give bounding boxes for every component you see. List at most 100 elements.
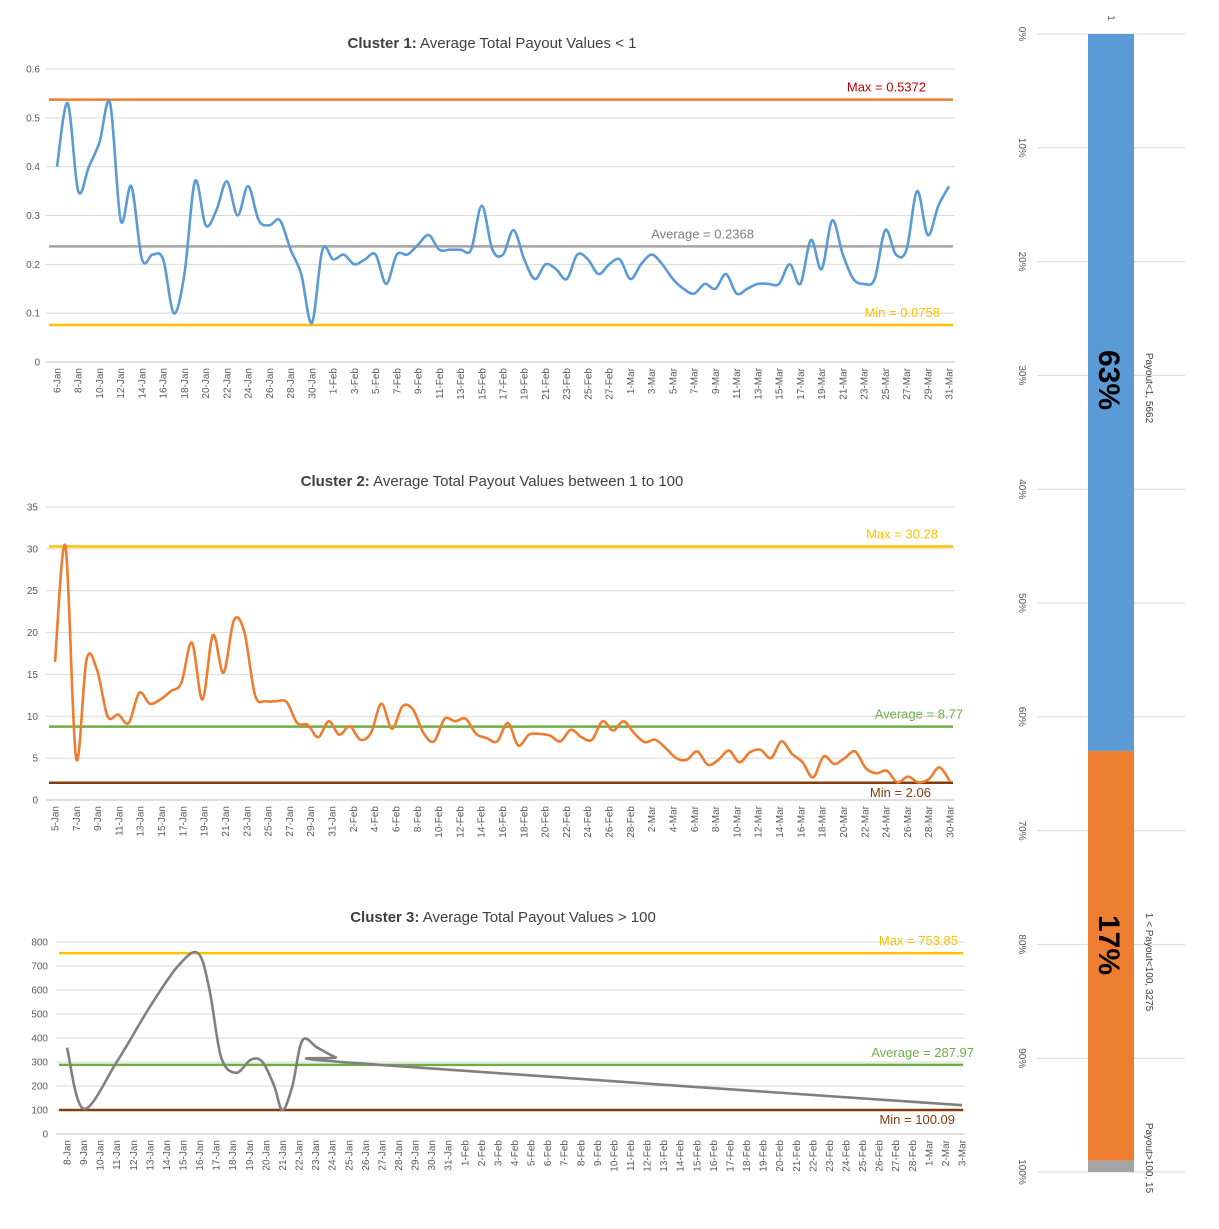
cluster-1-x-tick-label: 25-Mar	[881, 367, 892, 399]
bar-axis-tick-label: 80%	[1016, 934, 1027, 954]
cluster-1-x-tick-label: 17-Feb	[499, 368, 510, 400]
cluster-1-x-tick-label: 3-Mar	[647, 367, 658, 394]
cluster-2-x-tick-label: 14-Mar	[775, 805, 786, 837]
cluster-1-chart: Cluster 1: Average Total Payout Values <…	[26, 35, 955, 400]
cluster-1-x-tick-label: 19-Mar	[817, 367, 828, 399]
cluster-3-x-tick-label: 15-Feb	[692, 1140, 703, 1172]
cluster-2-y-tick-label: 30	[27, 544, 39, 555]
cluster-2-x-tick-label: 30-Mar	[946, 805, 957, 837]
cluster-3-x-tick-label: 19-Jan	[245, 1140, 256, 1171]
cluster-3-x-tick-label: 10-Feb	[609, 1140, 620, 1172]
cluster-3-x-tick-label: 4-Feb	[510, 1140, 521, 1167]
cluster-1-y-tick-label: 0.3	[26, 211, 40, 222]
cluster-2-x-tick-label: 6-Feb	[392, 806, 403, 833]
cluster-1-x-tick-label: 11-Feb	[435, 368, 446, 399]
cluster-3-x-tick-label: 6-Feb	[543, 1140, 554, 1167]
cluster-3-ref-label-1: Average = 287.97	[871, 1045, 974, 1060]
cluster-2-x-tick-label: 11-Jan	[114, 806, 125, 836]
cluster-2-ref-label-2: Min = 2.06	[870, 785, 931, 800]
cluster-2-chart: Cluster 2: Average Total Payout Values b…	[27, 473, 963, 838]
cluster-1-x-tick-label: 26-Jan	[265, 368, 276, 399]
cluster-1-x-tick-label: 9-Feb	[414, 368, 425, 395]
cluster-3-x-tick-label: 24-Jan	[328, 1140, 339, 1171]
cluster-3-y-tick-label: 800	[31, 938, 48, 949]
cluster-3-x-tick-label: 19-Feb	[759, 1140, 770, 1172]
cluster-1-x-tick-label: 1-Feb	[329, 368, 340, 395]
cluster-3-x-tick-label: 17-Jan	[212, 1140, 223, 1171]
cluster-3-x-tick-label: 14-Feb	[676, 1140, 687, 1172]
cluster-1-ref-label-2: Min = 0.0758	[864, 305, 940, 320]
cluster-3-x-tick-label: 1-Feb	[460, 1140, 471, 1167]
cluster-2-x-tick-label: 2-Feb	[349, 806, 360, 833]
cluster-1-x-tick-label: 27-Mar	[902, 367, 913, 399]
cluster-1-title-text: Average Total Payout Values < 1	[417, 35, 637, 52]
cluster-2-x-tick-label: 20-Mar	[839, 805, 850, 837]
cluster-1-x-tick-label: 22-Jan	[222, 368, 233, 399]
cluster-3-x-tick-label: 13-Feb	[659, 1140, 670, 1172]
cluster-3-x-tick-label: 23-Feb	[825, 1140, 836, 1172]
bar-axis-tick-label: 50%	[1016, 593, 1027, 613]
cluster-2-ref-label-0: Max = 30.28	[866, 527, 938, 542]
cluster-1-x-tick-label: 12-Jan	[116, 368, 127, 399]
cluster-3-x-tick-label: 10-Jan	[96, 1140, 107, 1171]
cluster-3-y-tick-label: 700	[31, 962, 48, 973]
cluster-3-x-tick-label: 22-Feb	[808, 1140, 819, 1172]
cluster-1-x-tick-label: 21-Feb	[541, 368, 552, 400]
cluster-2-y-tick-label: 5	[32, 754, 38, 765]
cluster-2-x-tick-label: 28-Mar	[924, 805, 935, 837]
cluster-3-x-tick-label: 9-Jan	[79, 1140, 90, 1165]
cluster-2-x-tick-label: 22-Mar	[860, 805, 871, 837]
cluster-3-x-tick-label: 16-Feb	[709, 1140, 720, 1172]
cluster-1-x-tick-label: 11-Mar	[732, 367, 743, 399]
bar-category-label: 1	[1105, 15, 1116, 21]
cluster-1-y-tick-label: 0.5	[26, 113, 40, 124]
cluster-3-x-tick-label: 27-Jan	[377, 1140, 388, 1171]
cluster-2-x-tick-label: 28-Feb	[626, 806, 637, 838]
cluster-3-title-bold: Cluster 3:	[350, 909, 419, 926]
cluster-3-x-tick-label: 3-Feb	[493, 1140, 504, 1167]
bar-segment-percent-label-1: 17%	[1092, 915, 1125, 975]
cluster-3-y-tick-label: 400	[31, 1034, 48, 1045]
cluster-3-ref-label-0: Max = 753.85	[879, 933, 958, 948]
cluster-3-x-tick-label: 12-Feb	[643, 1140, 654, 1172]
cluster-2-x-tick-label: 8-Feb	[413, 806, 424, 833]
cluster-1-x-tick-label: 25-Feb	[584, 368, 595, 400]
cluster-2-y-tick-label: 10	[27, 712, 39, 723]
cluster-2-title-bold: Cluster 2:	[301, 473, 370, 490]
cluster-2-x-tick-label: 13-Jan	[136, 806, 147, 837]
cluster-2-x-tick-label: 16-Mar	[796, 805, 807, 837]
cluster-1-x-tick-label: 27-Feb	[605, 368, 616, 400]
bar-segment-0	[1088, 34, 1134, 751]
cluster-1-x-tick-label: 6-Jan	[53, 368, 64, 393]
cluster-3-x-tick-label: 24-Feb	[842, 1140, 853, 1172]
cluster-3-x-tick-label: 29-Jan	[411, 1140, 422, 1171]
cluster-2-x-tick-label: 26-Feb	[605, 806, 616, 838]
cluster-3-x-tick-label: 17-Feb	[726, 1140, 737, 1172]
cluster-3-x-tick-label: 23-Jan	[311, 1140, 322, 1171]
cluster-3-y-tick-label: 0	[42, 1130, 48, 1141]
cluster-1-x-tick-label: 10-Jan	[95, 368, 106, 399]
bar-axis-tick-label: 40%	[1016, 479, 1027, 499]
cluster-2-x-tick-label: 10-Mar	[732, 805, 743, 837]
cluster-2-x-tick-label: 15-Jan	[157, 806, 168, 837]
cluster-2-x-tick-label: 7-Jan	[72, 806, 83, 831]
bar-axis-tick-label: 70%	[1016, 821, 1027, 841]
cluster-3-x-tick-label: 26-Feb	[875, 1140, 886, 1172]
cluster-2-x-tick-label: 4-Mar	[669, 805, 680, 832]
cluster-3-ref-label-2: Min = 100.09	[879, 1112, 955, 1127]
cluster-3-x-tick-label: 5-Feb	[527, 1140, 538, 1167]
cluster-3-x-tick-label: 8-Feb	[576, 1140, 587, 1167]
cluster-1-x-tick-label: 3-Feb	[350, 368, 361, 395]
bar-axis-tick-label: 30%	[1016, 365, 1027, 385]
cluster-1-title-bold: Cluster 1:	[348, 35, 417, 52]
cluster-2-x-tick-label: 12-Feb	[455, 806, 466, 838]
cluster-2-x-tick-label: 14-Feb	[477, 806, 488, 838]
cluster-2-x-tick-label: 17-Jan	[178, 806, 189, 837]
cluster-1-y-tick-label: 0.2	[26, 260, 40, 271]
cluster-3-x-tick-label: 15-Jan	[179, 1140, 190, 1171]
cluster-3-series-line	[65, 950, 963, 1112]
cluster-1-ref-label-0: Max = 0.5372	[847, 80, 926, 95]
bar-segment-side-label-0: Payout<1, 5662	[1143, 353, 1154, 424]
cluster-2-title-text: Average Total Payout Values between 1 to…	[370, 473, 684, 490]
cluster-1-x-tick-label: 20-Jan	[201, 368, 212, 399]
